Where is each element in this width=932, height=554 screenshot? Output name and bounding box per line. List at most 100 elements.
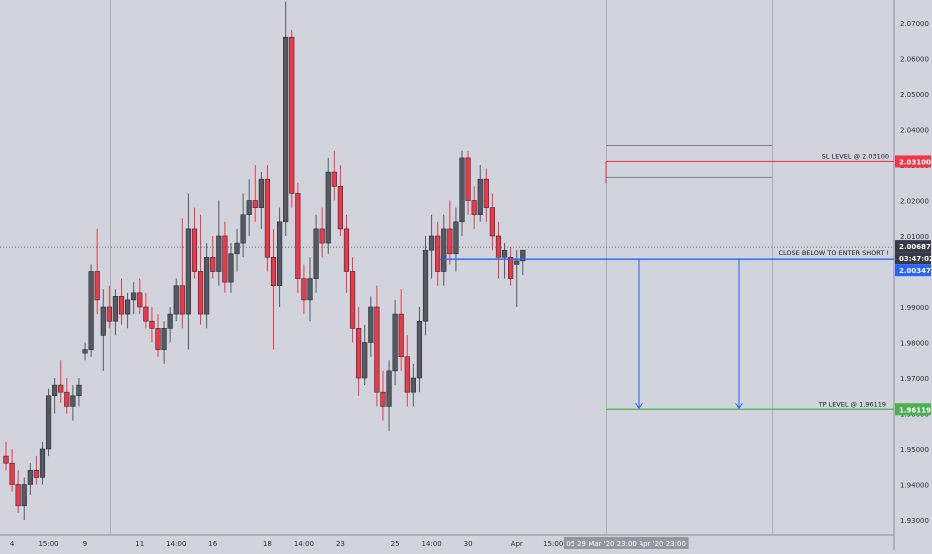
candle [234,242,240,255]
time-tick-label: 18 [263,540,272,548]
time-tick-label: 14:00 [166,540,186,548]
candle [289,36,295,194]
candle [368,306,374,343]
candle [210,256,216,272]
candle [88,271,94,350]
sl-price-tag-bg [895,155,931,168]
candle [349,271,356,329]
tp-price-tag-bg [895,403,931,416]
candle [125,299,131,315]
candle [216,235,222,272]
price-tick-label: 1.98000 [900,340,929,348]
candle [70,395,76,407]
candle [392,313,398,372]
candle [422,249,429,322]
candle [228,253,234,283]
entry-price-tag-text: 2.00347 [899,267,931,275]
candle [167,313,173,329]
candle [137,292,143,308]
candle [173,285,179,315]
price-tick-label: 1.93000 [900,517,929,525]
candle [295,193,301,279]
candle [459,157,465,223]
candle [447,228,453,255]
candle [380,391,386,407]
time-tick-label: 15:00 [543,540,563,548]
price-tick-label: 2.01000 [900,233,929,241]
candle [155,327,161,350]
sl-level-label: SL LEVEL @ 2.03100 [822,152,889,160]
time-tick-label: 4 [10,540,15,548]
candle [33,469,39,478]
price-tick-label: 1.99000 [900,304,929,312]
current-price-tag-bg [895,240,931,253]
candle [441,228,447,272]
candle [143,306,149,322]
time-tick-label: 14:00 [422,540,442,548]
price-tick-label: 1.95000 [900,446,929,454]
tp-price-tag-text: 1.96119 [899,406,931,414]
time-tick-label: 11 [135,540,144,548]
candle [15,484,21,507]
candle [301,278,307,301]
time-tag-bg [624,537,689,549]
candle [495,235,502,258]
candle [204,256,210,315]
price-axis[interactable]: 2.070002.060002.050002.040002.030002.020… [895,20,932,525]
candle [270,256,277,286]
candle [307,278,313,301]
time-tag-label: 12 Apr '20 23:00 [627,540,686,548]
candle [356,327,362,379]
candle [3,455,9,464]
drawings: SL LEVEL @ 2.03100 CLOSE BELOW TO ENTER S… [0,144,894,410]
price-tick-label: 1.97000 [900,375,929,383]
time-tick-label: 16 [208,540,217,548]
candle [106,306,112,322]
tp-level-label: TP LEVEL @ 1.96119 [818,400,886,408]
candle [27,469,33,485]
candle [508,256,514,279]
candle [276,221,283,287]
candle [435,235,441,272]
time-tick-label: 25 [391,540,400,548]
time-axis[interactable]: 4 15:00 9 11 14:00 16 18 14:00 23 25 14:00 30 Apr 15:… [10,537,689,549]
candle [240,214,246,244]
candle [514,260,520,265]
crosshair-time-tag-bg [574,537,640,549]
candle [319,228,325,244]
current-price-tag-text: 2.00687 [899,243,931,251]
candle [246,200,252,215]
candle [58,384,64,393]
time-tick-label: 15:00 [38,540,58,548]
entry-level-label: CLOSE BELOW TO ENTER SHORT ! [778,249,889,257]
projection-arrow-head [735,402,743,410]
time-tick-label: 30 [464,540,473,548]
countdown-tag-bg [895,252,931,265]
price-tick-label: 2.02000 [900,198,929,206]
crosshair-time-tag: 29 Mar '20 23:00 [577,540,637,548]
candle [520,249,526,262]
candle [410,377,416,393]
price-tick-label: 2.05000 [900,91,929,99]
candle [483,178,489,208]
candle [416,320,423,379]
candle [489,207,496,237]
price-tick-label: 1.94000 [900,482,929,490]
candle [94,271,100,301]
candle [477,178,483,215]
candle [21,484,27,507]
entry-price-tag-bg [895,264,931,277]
candle [501,249,508,258]
candle [264,178,271,258]
candle [386,370,392,407]
time-tick-label: 9 [83,540,87,548]
candle [100,306,106,336]
candle [52,384,58,397]
candle [197,271,204,315]
candle [331,171,337,187]
candles [3,1,526,520]
candle [398,313,404,358]
